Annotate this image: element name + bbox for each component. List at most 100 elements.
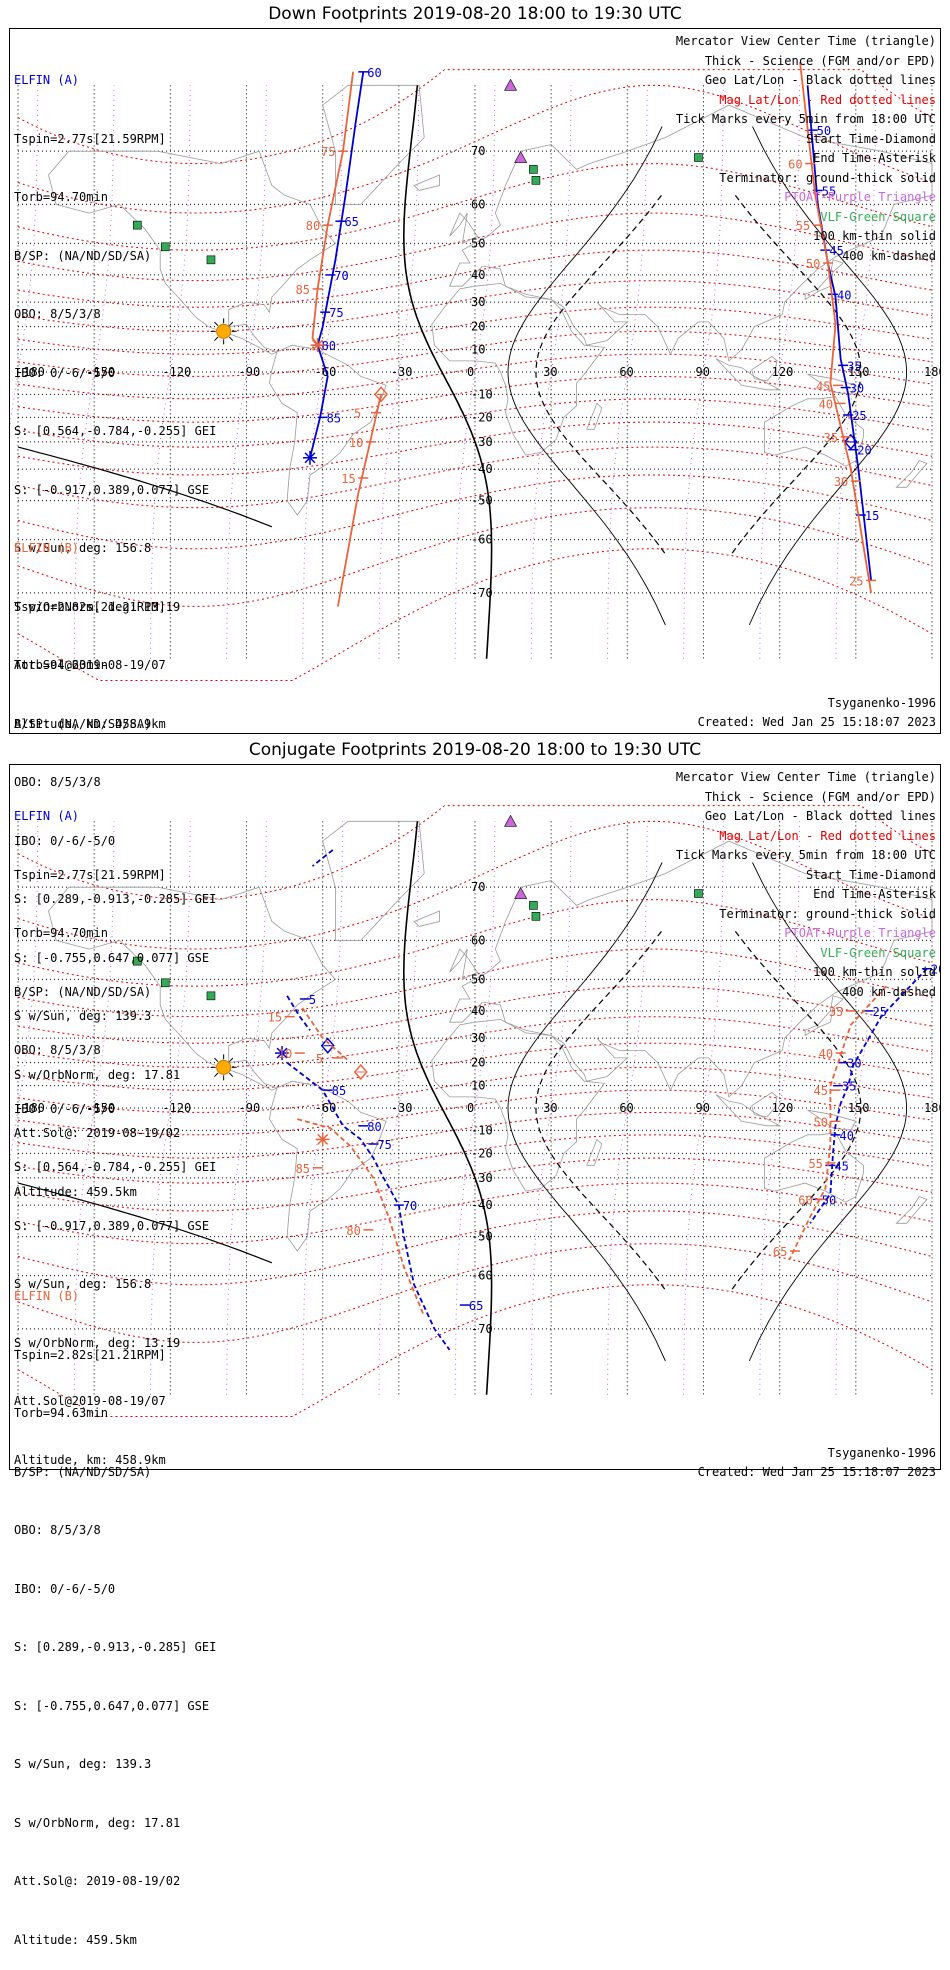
mag-parallel	[17, 163, 933, 251]
track-tick-label: 35	[829, 1005, 843, 1019]
track-tick-label: 30	[847, 1057, 861, 1071]
terminator-400km	[731, 930, 862, 1290]
lat-tick-label: 50	[471, 972, 485, 986]
track-segment	[311, 849, 334, 867]
legend-item: 100 km-thin solid	[813, 229, 936, 243]
lon-tick-label: -90	[239, 1101, 261, 1115]
mag-parallel	[17, 212, 933, 282]
track-tick-label: 25	[852, 409, 866, 423]
footprint-maps: -180 -150 -120 -90 -60 -30 0 30 60 90 120 150 180706…	[10, 61, 945, 1417]
mag-parallel	[17, 1066, 933, 1113]
elfin-a-info-down: ELFIN (A) Tspin=2.77s[21.59RPM] Torb=94.…	[14, 32, 216, 754]
mag-meridian	[607, 85, 648, 659]
coastline	[322, 820, 425, 941]
track-tick-label: 85	[296, 1162, 310, 1176]
coastline	[804, 995, 844, 1037]
terminator-ground	[17, 446, 273, 528]
coastline	[449, 212, 479, 245]
lat-tick-label: 30	[471, 1031, 485, 1045]
sun-disc	[216, 1059, 232, 1075]
track-tick-label: 40	[819, 397, 833, 411]
end-asterisk-marker	[315, 1132, 330, 1147]
terminator-400km	[535, 930, 666, 1290]
model-label-conjugate: Tsyganenko-1996	[827, 1446, 936, 1460]
start-diamond-marker	[353, 1063, 368, 1081]
ptoat-triangle-marker	[504, 814, 518, 827]
elfin-b-line: OBO: 8/5/3/8	[14, 775, 101, 789]
elfin-b-line: S: [0.289,-0.913,-0.285] GEI	[14, 1640, 217, 1654]
track-segment	[309, 71, 365, 459]
terminator-ground	[402, 821, 493, 1395]
sun-ray	[214, 321, 219, 327]
vlf-station-marker	[206, 255, 216, 265]
mag-parallel	[17, 376, 933, 423]
lat-tick-label: -50	[471, 494, 493, 508]
mag-parallel	[17, 985, 933, 1044]
coastline	[48, 886, 337, 1091]
lat-tick-label: -30	[471, 1171, 493, 1185]
track-tick-label: 45	[814, 1084, 828, 1098]
lat-tick-label: -60	[471, 533, 493, 547]
elfin-a-line: IBO: 0/-6/-5/0	[14, 1101, 116, 1116]
mag-meridian	[226, 85, 267, 659]
legend-item: End Time-Asterisk	[813, 151, 936, 165]
lon-tick-label: 30	[543, 365, 557, 379]
elfin-b-line: Torb=94.63min	[14, 658, 108, 672]
start-diamond-marker	[374, 386, 389, 403]
lat-tick-label: 20	[471, 320, 485, 334]
lon-tick-label: 90	[696, 365, 710, 379]
coastline	[895, 1196, 928, 1224]
map-conjugate-footprints: -180 -150 -120 -90 -60 -30 0 30 60 90 120 150 180 70 6…	[10, 805, 945, 1417]
elfin-a-line: OBO: 8/5/3/8	[14, 307, 101, 321]
coastline	[431, 1018, 606, 1192]
legend-item: 100 km-thin solid	[813, 965, 936, 979]
lon-tick-label: -180	[16, 365, 45, 379]
track-tick-label: 35	[847, 359, 861, 373]
terminator-100km	[507, 862, 666, 1362]
coastline	[431, 282, 606, 456]
lon-tick-label: 60	[619, 365, 633, 379]
terminator	[17, 85, 908, 659]
start-diamond-marker	[320, 1037, 335, 1054]
track-tick-label: 85	[332, 1084, 346, 1098]
coastline	[715, 358, 780, 391]
track-tick-label: 15	[865, 509, 879, 523]
asterisk-stroke	[317, 1133, 329, 1145]
map-frame-conjugate	[9, 764, 941, 1470]
track-tick-label: 15	[341, 472, 355, 486]
legend-item: PTOAT-Purple Triangle	[784, 926, 936, 940]
track-tick-label: 20	[857, 444, 871, 458]
elfin-b-line: B/SP: (NA/ND/SD/SA)	[14, 1464, 152, 1479]
track-segment	[301, 1007, 349, 1061]
track-tick-label: 85	[327, 411, 341, 425]
track-tick-label: 25	[849, 574, 863, 588]
track-tick-label: 75	[321, 145, 335, 159]
end-asterisk-marker	[310, 338, 325, 353]
track-tick-label: 10	[349, 436, 363, 450]
mag-parallel	[17, 507, 933, 607]
mag-parallel	[17, 548, 933, 681]
ptoat-triangle-marker	[514, 150, 528, 163]
mag-meridian	[302, 85, 343, 659]
vlf-station-marker	[694, 889, 703, 898]
sun-disc	[216, 323, 232, 339]
track-tick-label: 60	[367, 66, 381, 80]
panel-title-conjugate: Conjugate Footprints 2019-08-20 18:00 to…	[248, 740, 702, 760]
coastlines	[48, 84, 933, 516]
mag-parallel	[17, 249, 933, 308]
elfin-a-line: S w/OrbNorm, deg: 13.19	[14, 1335, 181, 1350]
lon-tick-label: -180	[16, 1101, 45, 1115]
legend-item: Start Time-Diamond	[805, 131, 936, 146]
elfin-a-line: OBO: 8/5/3/8	[14, 1043, 101, 1057]
mag-meridian	[759, 821, 800, 1395]
mag-parallel	[17, 474, 933, 550]
elfin-b-line: S: [-0.755,0.647,0.077] GSE	[14, 950, 210, 965]
elfin-b-line: Altitude: 459.5km	[14, 1932, 137, 1947]
track-tick-label: 85	[296, 283, 310, 297]
sun-ray	[214, 1057, 219, 1063]
track-tick-label: 20	[931, 963, 945, 977]
sun-ray	[228, 321, 234, 327]
elfin-b-info-down: ELFIN (B) Tspin=2.82s[21.21RPM] Torb=94.…	[14, 500, 216, 1222]
